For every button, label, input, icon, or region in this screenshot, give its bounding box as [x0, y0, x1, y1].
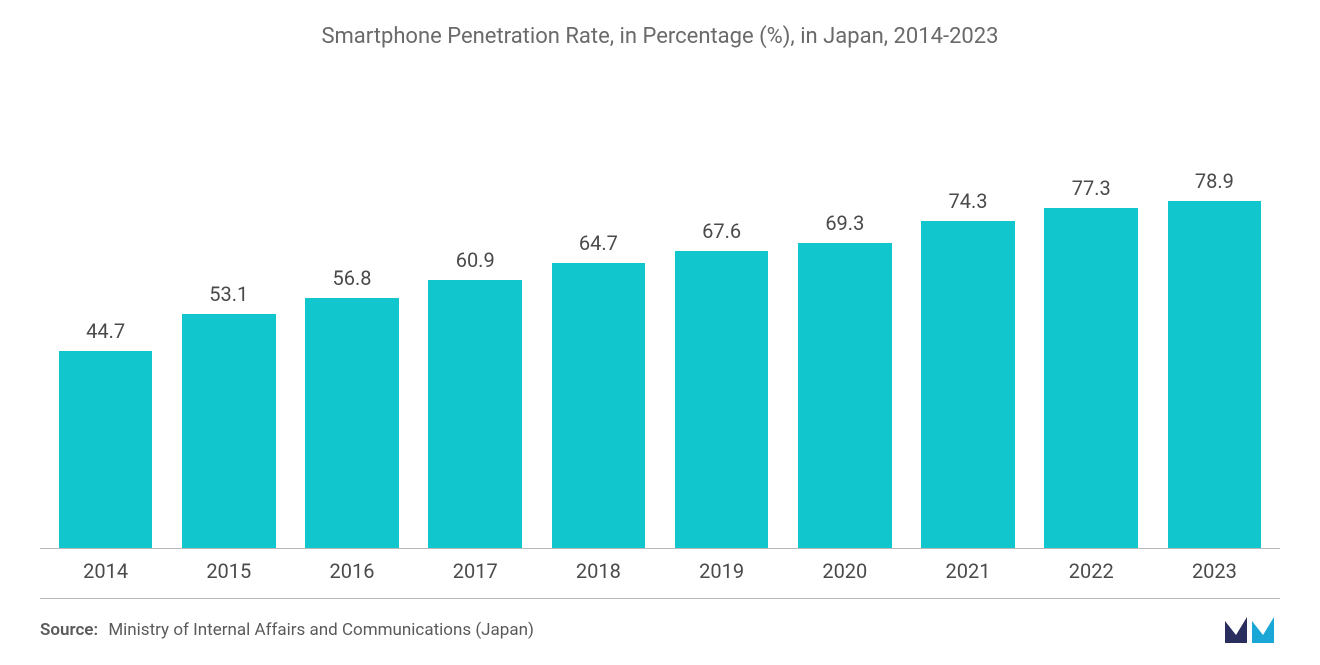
bar: [675, 251, 769, 548]
chart-footer: Source: Ministry of Internal Affairs and…: [40, 598, 1280, 647]
source-text: Ministry of Internal Affairs and Communi…: [108, 620, 534, 640]
bar-group: 69.3: [783, 109, 906, 548]
bar: [182, 314, 276, 548]
bar: [552, 263, 646, 548]
x-axis-label: 2022: [1030, 559, 1153, 583]
x-axis-label: 2016: [290, 559, 413, 583]
bar-value-label: 74.3: [949, 189, 988, 213]
bar-value-label: 67.6: [702, 219, 741, 243]
chart-plot-area: 44.7 53.1 56.8 60.9 64.7 67.6 69.3 74.3 77.3 78.9: [40, 109, 1280, 549]
bar-value-label: 44.7: [86, 319, 125, 343]
x-axis-label: 2015: [167, 559, 290, 583]
bar: [305, 298, 399, 548]
bar-group: 78.9: [1153, 109, 1276, 548]
bar-group: 67.6: [660, 109, 783, 548]
bar-group: 56.8: [290, 109, 413, 548]
x-axis-label: 2020: [783, 559, 906, 583]
x-axis-label: 2023: [1153, 559, 1276, 583]
bar: [59, 351, 153, 548]
bar-value-label: 77.3: [1072, 176, 1111, 200]
bar-group: 53.1: [167, 109, 290, 548]
bar-group: 64.7: [537, 109, 660, 548]
bar: [798, 243, 892, 548]
bar-value-label: 64.7: [579, 231, 618, 255]
bar-group: 60.9: [414, 109, 537, 548]
x-axis-labels: 2014201520162017201820192020202120222023: [40, 559, 1280, 583]
bar: [1168, 201, 1262, 548]
bar: [428, 280, 522, 548]
x-axis-label: 2014: [44, 559, 167, 583]
bar: [1044, 208, 1138, 548]
source-line: Source: Ministry of Internal Affairs and…: [40, 620, 534, 640]
bar-value-label: 60.9: [456, 248, 495, 272]
bar-value-label: 53.1: [209, 282, 248, 306]
bar-group: 74.3: [906, 109, 1029, 548]
x-axis-label: 2019: [660, 559, 783, 583]
x-axis-label: 2018: [537, 559, 660, 583]
bar-group: 44.7: [44, 109, 167, 548]
bar-value-label: 56.8: [333, 266, 372, 290]
source-label: Source:: [40, 620, 98, 640]
bar-value-label: 69.3: [825, 211, 864, 235]
x-axis-label: 2021: [906, 559, 1029, 583]
bar-group: 77.3: [1030, 109, 1153, 548]
chart-container: Smartphone Penetration Rate, in Percenta…: [0, 0, 1320, 665]
chart-title: Smartphone Penetration Rate, in Percenta…: [40, 24, 1280, 49]
bar: [921, 221, 1015, 548]
bar-value-label: 78.9: [1195, 169, 1234, 193]
mordor-logo-icon: [1222, 613, 1280, 647]
brand-logo: [1222, 613, 1280, 647]
x-axis-label: 2017: [414, 559, 537, 583]
